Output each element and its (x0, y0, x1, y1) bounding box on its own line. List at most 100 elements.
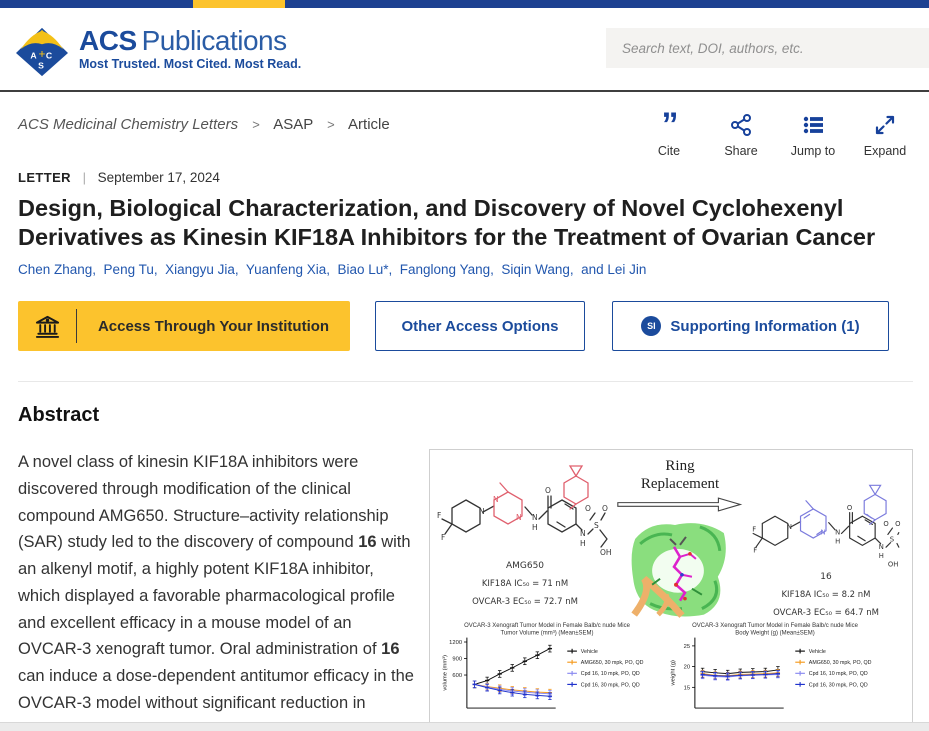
site-header: A C S ACS Publications Most Trusted. Most… (0, 8, 929, 92)
svg-text:O: O (883, 521, 888, 529)
svg-text:O: O (895, 521, 900, 529)
article-main: LETTER | September 17, 2024 Design, Biol… (0, 170, 929, 731)
breadcrumb-journal-link[interactable]: ACS Medicinal Chemistry Letters (18, 116, 239, 133)
acs-diamond-icon: A C S (14, 26, 70, 83)
svg-text:OH: OH (888, 561, 899, 569)
institution-building-icon (18, 313, 76, 340)
svg-text:Cpd 16, 10 mpk, PO, QD: Cpd 16, 10 mpk, PO, QD (809, 672, 868, 678)
svg-text:600: 600 (452, 673, 462, 679)
breadcrumb: ACS Medicinal Chemistry Letters > ASAP >… (18, 112, 390, 133)
svg-text:N: N (532, 513, 538, 522)
svg-text:H: H (835, 538, 840, 546)
svg-text:Cpd 16, 30 mpk, PO, QD: Cpd 16, 30 mpk, PO, QD (581, 683, 640, 689)
logo-tagline: Most Trusted. Most Cited. Most Read. (79, 57, 302, 71)
jump-to-list-icon (801, 112, 825, 138)
abstract-text: A novel class of kinesin KIF18A inhibito… (18, 453, 414, 712)
svg-text:Tumor Volume (mm³) (Mean±SEM): Tumor Volume (mm³) (Mean±SEM) (501, 631, 594, 637)
svg-text:O: O (847, 504, 852, 512)
svg-text:S: S (594, 521, 599, 530)
tumor-volume-chart: OVCAR-3 Xenograft Tumor Model in Female … (443, 623, 644, 709)
top-accent-bar-yellow (193, 0, 285, 8)
svg-text:OVCAR-3 Xenograft Tumor Model: OVCAR-3 Xenograft Tumor Model in Female … (692, 623, 859, 629)
si-badge-icon: SI (641, 316, 662, 337)
breadcrumb-article: Article (348, 116, 390, 133)
expand-button[interactable]: Expand (861, 112, 909, 158)
svg-text:Vehicle: Vehicle (581, 649, 598, 655)
supporting-information-button[interactable]: SI Supporting Information (1) (612, 301, 889, 352)
author-list[interactable]: Chen Zhang, Peng Tu, Xiangyu Jia, Yuanfe… (18, 262, 647, 278)
svg-text:N: N (516, 513, 522, 522)
svg-text:F: F (441, 533, 445, 542)
compound-left-ic50: KIF18A IC₅₀ = 71 nM (481, 579, 569, 590)
article-toolbar: ” Cite Share Jump to (645, 106, 909, 158)
svg-text:N: N (580, 529, 586, 538)
abstract-section: A novel class of kinesin KIF18A inhibito… (18, 449, 913, 731)
svg-text:Cpd 16, 10 mpk, PO, QD: Cpd 16, 10 mpk, PO, QD (581, 672, 640, 678)
svg-text:N: N (835, 529, 840, 537)
svg-text:O: O (602, 504, 608, 513)
svg-text:H: H (879, 552, 884, 560)
share-button[interactable]: Share (717, 112, 765, 158)
svg-text:AMG650, 30 mpk, PO, QD: AMG650, 30 mpk, PO, QD (809, 660, 872, 666)
article-title: Design, Biological Characterization, and… (18, 195, 876, 250)
svg-text:H: H (532, 523, 538, 532)
svg-text:O: O (545, 486, 551, 495)
jump-to-button[interactable]: Jump to (789, 112, 837, 158)
svg-text:Cpd 16, 30 mpk, PO, QD: Cpd 16, 30 mpk, PO, QD (809, 683, 868, 689)
chevron-right-icon: > (327, 117, 335, 132)
section-divider (18, 381, 913, 383)
other-access-options-button[interactable]: Other Access Options (375, 301, 585, 352)
svg-text:H: H (580, 539, 586, 548)
article-meta: LETTER | September 17, 2024 (18, 170, 220, 185)
logo-wordmark: ACS Publications (79, 25, 287, 56)
compound-right-name: 16 (820, 572, 832, 583)
acs-logo[interactable]: A C S ACS Publications Most Trusted. Most… (14, 26, 301, 83)
access-institution-button[interactable]: Access Through Your Institution (18, 301, 350, 352)
breadcrumb-toolbar-row: ACS Medicinal Chemistry Letters > ASAP >… (0, 92, 929, 158)
svg-text:Vehicle: Vehicle (809, 649, 826, 655)
svg-text:OH: OH (600, 548, 612, 557)
abstract-heading: Abstract (18, 404, 100, 427)
cite-button[interactable]: ” Cite (657, 106, 681, 158)
compound-left-name: AMG650 (505, 561, 545, 572)
top-accent-bar (0, 0, 929, 8)
svg-text:O: O (585, 504, 591, 513)
svg-text:weight (g): weight (g) (671, 660, 677, 686)
search-input[interactable] (606, 28, 929, 68)
bottom-strip (0, 722, 929, 731)
compound-left-ec50: OVCAR-3 EC₅₀ = 72.7 nM (472, 597, 578, 608)
compound-right-ec50: OVCAR-3 EC₅₀ = 64.7 nM (773, 608, 879, 619)
svg-text:N: N (479, 507, 485, 516)
expand-arrows-icon (873, 112, 897, 138)
svg-text:25: 25 (684, 644, 690, 650)
chevron-right-icon: > (252, 117, 260, 132)
svg-text:F: F (753, 547, 757, 555)
publication-date: September 17, 2024 (97, 170, 220, 185)
svg-text:900: 900 (452, 657, 462, 663)
search-box (606, 28, 929, 68)
svg-text:N: N (879, 543, 884, 551)
svg-text:N: N (493, 495, 499, 504)
svg-text:S: S (890, 536, 894, 544)
svg-text:OVCAR-3 Xenograft Tumor Model: OVCAR-3 Xenograft Tumor Model in Female … (464, 623, 631, 629)
svg-text:15: 15 (684, 686, 690, 692)
cite-quote-icon: ” (661, 106, 679, 144)
svg-text:N: N (821, 529, 826, 537)
svg-text:S: S (38, 60, 44, 70)
svg-text:volume (mm³): volume (mm³) (443, 655, 449, 691)
breadcrumb-asap-link[interactable]: ASAP (273, 116, 313, 133)
svg-text:N: N (787, 523, 792, 531)
content-type-badge: LETTER (18, 170, 71, 185)
svg-text:F: F (752, 526, 756, 534)
compound-right-ic50: KIF18A IC₅₀ = 8.2 nM (781, 590, 871, 601)
svg-text:1200: 1200 (449, 640, 462, 646)
svg-text:A: A (30, 51, 37, 61)
protein-binding-pocket-image (631, 522, 726, 618)
svg-text:C: C (46, 51, 53, 61)
body-weight-chart: OVCAR-3 Xenograft Tumor Model in Female … (671, 623, 872, 709)
access-options-row: Access Through Your Institution Other Ac… (18, 301, 913, 352)
svg-text:20: 20 (684, 665, 690, 671)
ring-replacement-arrow-icon (617, 497, 743, 512)
